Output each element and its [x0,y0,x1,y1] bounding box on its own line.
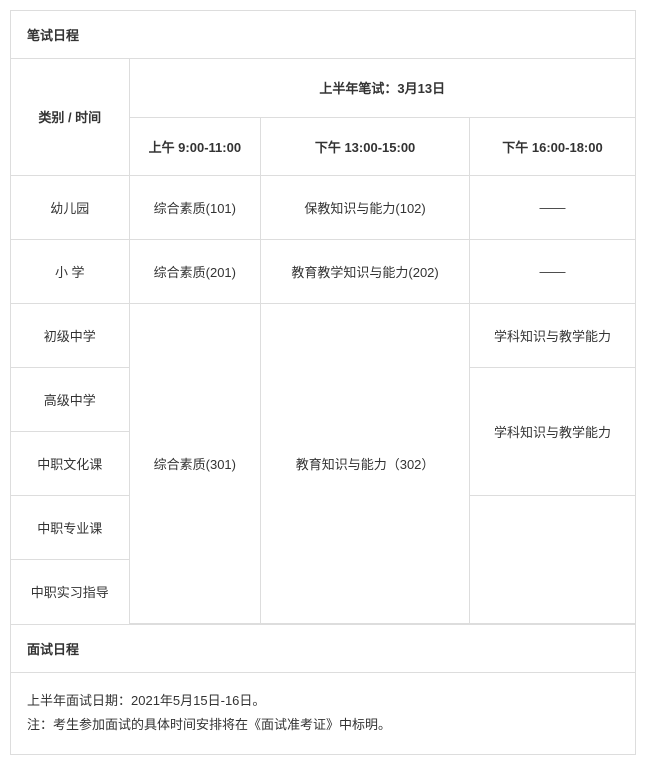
cell-merged-301: 综合素质(301) [129,303,261,623]
interview-title: 面试日程 [11,624,635,673]
category-junior-high: 初级中学 [11,303,129,367]
time-slot-morning: 上午 9:00-11:00 [129,117,261,175]
table-row: 初级中学 综合素质(301) 教育知识与能力（302） 学科知识与教学能力 [11,303,635,367]
cell-merged-302: 教育知识与能力（302） [261,303,470,623]
category-kindergarten: 幼儿园 [11,175,129,239]
table-row: 幼儿园 综合素质(101) 保教知识与能力(102) —— [11,175,635,239]
cell-kinder-2: 保教知识与能力(102) [261,175,470,239]
time-slot-afternoon-2: 下午 16:00-18:00 [470,117,635,175]
table-row: 小 学 综合素质(201) 教育教学知识与能力(202) —— [11,239,635,303]
category-senior-high: 高级中学 [11,367,129,431]
cell-kinder-3: —— [470,175,635,239]
interview-note-line: 注：考生参加面试的具体时间安排将在《面试准考证》中标明。 [27,713,619,738]
category-time-header: 类别 / 时间 [11,59,129,175]
cell-senior-voc-3: 学科知识与教学能力 [470,367,635,495]
cell-voc-empty [470,495,635,623]
interview-body: 上半年面试日期：2021年5月15日-16日。 注：考生参加面试的具体时间安排将… [11,673,635,754]
category-primary: 小 学 [11,239,129,303]
interview-date-line: 上半年面试日期：2021年5月15日-16日。 [27,689,619,714]
cell-junior-3: 学科知识与教学能力 [470,303,635,367]
cell-kinder-1: 综合素质(101) [129,175,261,239]
written-title: 笔试日程 [11,11,635,59]
header-row-date: 类别 / 时间 上半年笔试：3月13日 [11,59,635,117]
category-voc-culture: 中职文化课 [11,431,129,495]
time-slot-afternoon-1: 下午 13:00-15:00 [261,117,470,175]
category-voc-specialty: 中职专业课 [11,495,129,559]
written-schedule-table: 类别 / 时间 上半年笔试：3月13日 上午 9:00-11:00 下午 13:… [11,59,635,624]
written-exam-schedule: 笔试日程 类别 / 时间 上半年笔试：3月13日 上午 9:00-11:00 下… [10,10,636,755]
category-voc-intern: 中职实习指导 [11,559,129,623]
exam-date-header: 上半年笔试：3月13日 [129,59,635,117]
cell-primary-2: 教育教学知识与能力(202) [261,239,470,303]
cell-primary-3: —— [470,239,635,303]
cell-primary-1: 综合素质(201) [129,239,261,303]
